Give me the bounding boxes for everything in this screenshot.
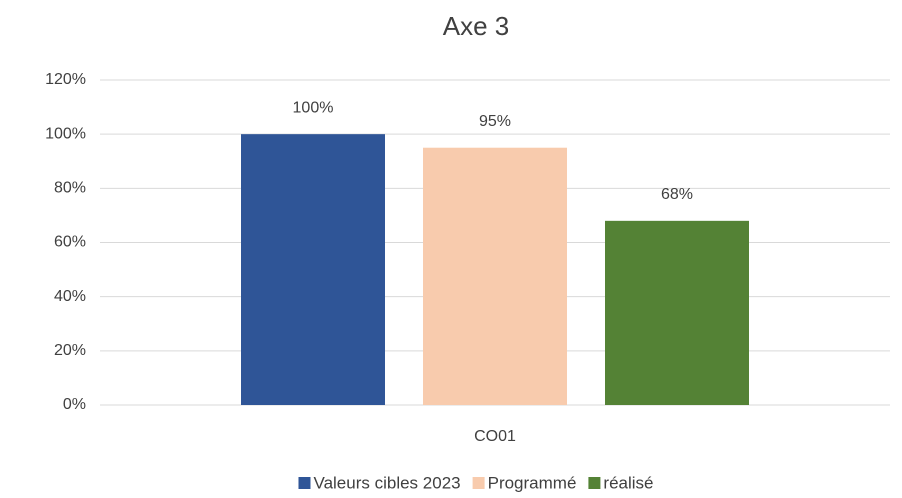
y-tick-label: 0% xyxy=(63,396,86,413)
legend-swatch xyxy=(298,477,311,489)
y-tick-label: 120% xyxy=(45,71,86,88)
y-tick-label: 40% xyxy=(54,288,86,305)
bar xyxy=(605,220,749,405)
chart-title: Axe 3 xyxy=(443,11,510,41)
data-label: 100% xyxy=(293,99,334,116)
bar xyxy=(241,134,385,405)
y-tick-label: 60% xyxy=(54,234,86,251)
y-tick-label: 100% xyxy=(45,125,86,142)
legend-swatch xyxy=(588,477,601,489)
legend: Valeurs cibles 2023 Programmé réalisé xyxy=(298,473,654,492)
data-label: 95% xyxy=(479,113,511,130)
x-tick-label: CO01 xyxy=(474,428,516,445)
legend-label: Programmé xyxy=(488,473,577,492)
legend-label: Valeurs cibles 2023 xyxy=(313,473,460,492)
legend-swatch xyxy=(472,477,485,489)
y-tick-label: 20% xyxy=(54,342,86,359)
bar xyxy=(423,147,567,406)
y-tick-label: 80% xyxy=(54,180,86,197)
data-label: 68% xyxy=(661,186,693,203)
legend-label: réalisé xyxy=(603,473,653,492)
